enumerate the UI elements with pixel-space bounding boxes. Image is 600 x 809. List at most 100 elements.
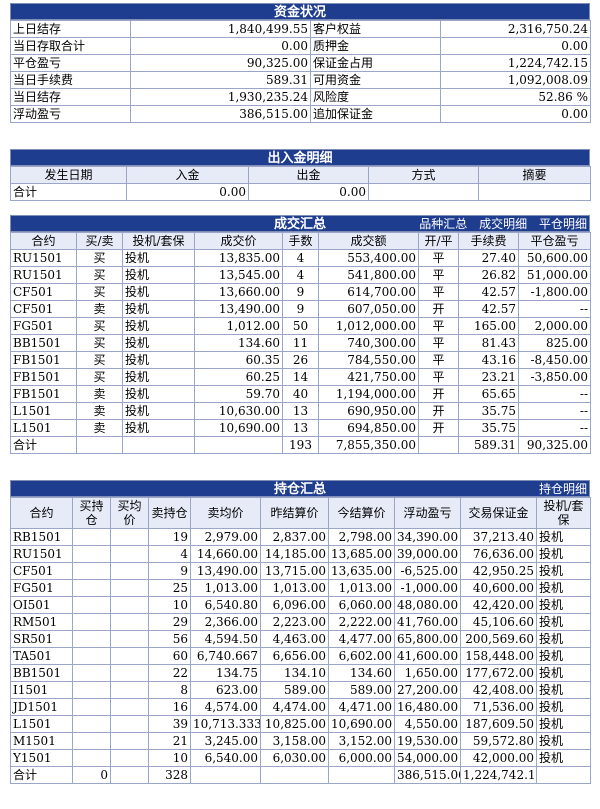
position-sell-avg: 4,574.00 (190, 698, 261, 716)
position-prev-settle: 4,474.00 (260, 698, 329, 716)
trade-spec-hedge: 投机 (122, 249, 195, 267)
trades-header-row: 合约 买/卖 投机/套保 成交价 手数 成交额 开/平 手续费 平仓盈亏 (10, 232, 591, 250)
fund-label-left: 当日手续费 (10, 71, 131, 89)
fund-value-right: 2,316,750.24 (440, 20, 591, 38)
trade-side: 买 (76, 351, 123, 369)
position-sell-qty: 21 (148, 732, 191, 750)
trade-close-pnl: 2,000.00 (518, 317, 591, 335)
total-method (368, 183, 479, 201)
trade-spec-hedge: 投机 (122, 300, 195, 318)
trade-contract: FB1501 (10, 351, 77, 369)
trade-fee: 35.75 (458, 419, 519, 437)
position-today-settle: 3,152.00 (328, 732, 395, 750)
trade-row: RU1501 买投机 13,835.00 4 553,400.00 平 27.40 50,60… (10, 249, 591, 267)
trades-total-lots: 193 (282, 436, 319, 454)
positions-table: 合约 买持 仓买均 价卖持仓 卖均价 昨结算价 今结算价 浮动盈亏 交易保证金 投机/套 保 R… (10, 497, 591, 784)
position-prev-settle: 3,158.00 (260, 732, 329, 750)
position-float-pnl: -1,000.00 (394, 579, 461, 597)
position-buy-avg (110, 749, 149, 767)
trade-fee: 27.40 (458, 249, 519, 267)
position-buy-qty (72, 528, 111, 546)
fund-value-right: 0.00 (440, 37, 591, 55)
trade-row: FG501 买投机 1,012.00 50 1,012,000.00 平 165.00 2,0… (10, 317, 591, 335)
position-row: JD1501 16 4,574.00 4,474.00 4,471.00 16,480.0… (10, 698, 591, 716)
trade-close-pnl: -- (518, 300, 591, 318)
trade-fee: 43.16 (458, 351, 519, 369)
trade-amount: 421,750.00 (318, 368, 419, 386)
trades-col-fee: 手续费 (458, 232, 519, 250)
deposit-title: 出入金明细 (267, 151, 333, 166)
trades-total-contract: 合计 (10, 436, 77, 454)
link-product-summary[interactable]: 品种汇总 (419, 217, 468, 231)
trades-total-price (194, 436, 283, 454)
fund-row: 当日存取合计 0.00 质押金 0.00 (10, 37, 591, 55)
trade-amount: 553,400.00 (318, 249, 419, 267)
positions-header-row: 合约 买持 仓买均 价卖持仓 卖均价 昨结算价 今结算价 浮动盈亏 交易保证金 投机/套 保 (10, 497, 591, 529)
fund-value-right: 52.86 % (440, 88, 591, 106)
trade-price: 13,660.00 (194, 283, 283, 301)
positions-total-prev-settle (260, 766, 329, 784)
trade-amount: 784,550.00 (318, 351, 419, 369)
position-spec-hedge: 投机 (536, 681, 591, 699)
position-today-settle: 13,685.00 (328, 545, 395, 563)
positions-col-margin: 交易保证金 (460, 497, 537, 529)
trade-close-pnl: -- (518, 402, 591, 420)
position-margin: 158,448.00 (460, 647, 537, 665)
trade-close-pnl: -8,450.00 (518, 351, 591, 369)
position-buy-avg (110, 562, 149, 580)
trade-lots: 13 (282, 419, 319, 437)
trade-contract: L1501 (10, 402, 77, 420)
position-prev-settle: 6,656.00 (260, 647, 329, 665)
position-spec-hedge: 投机 (536, 579, 591, 597)
position-sell-qty: 22 (148, 664, 191, 682)
fund-status-title: 资金状况 (273, 5, 326, 20)
position-float-pnl: 41,600.00 (394, 647, 461, 665)
positions-col-sell-qty: 卖持仓 (148, 497, 191, 529)
position-margin: 59,572.80 (460, 732, 537, 750)
positions-col-float-pnl: 浮动盈亏 (394, 497, 461, 529)
positions-col-today-settle: 今结算价 (328, 497, 395, 529)
position-margin: 42,000.00 (460, 749, 537, 767)
trade-contract: RU1501 (10, 266, 77, 284)
fund-row: 上日结存 1,840,499.55 客户权益 2,316,750.24 (10, 20, 591, 38)
position-buy-qty (72, 613, 111, 631)
fund-label-right: 客户权益 (310, 20, 441, 38)
trade-close-pnl: 50,600.00 (518, 249, 591, 267)
link-position-detail[interactable]: 持仓明细 (538, 482, 587, 496)
trade-fee: 81.43 (458, 334, 519, 352)
fund-label-left: 上日结存 (10, 20, 131, 38)
trade-open-close: 开 (418, 419, 459, 437)
trade-lots: 4 (282, 266, 319, 284)
positions-col-prev-settle: 昨结算价 (260, 497, 329, 529)
trade-fee: 42.57 (458, 300, 519, 318)
trades-table: 合约 买/卖 投机/套保 成交价 手数 成交额 开/平 手续费 平仓盈亏 RU1501 买投机 13,… (10, 232, 591, 454)
trades-total-side (76, 436, 123, 454)
position-today-settle: 10,690.00 (328, 715, 395, 733)
position-row: M1501 21 3,245.00 3,158.00 3,152.00 19,530.00… (10, 732, 591, 750)
link-close-detail[interactable]: 平仓明细 (538, 217, 587, 231)
col-out: 出金 (248, 166, 369, 184)
trade-price: 10,630.00 (194, 402, 283, 420)
trade-fee: 165.00 (458, 317, 519, 335)
positions-section: 持仓汇总 持仓明细 合约 买持 仓买均 价卖持仓 卖均价 昨结算价 今结算价 浮动盈亏 交易… (10, 480, 591, 784)
trade-spec-hedge: 投机 (122, 385, 195, 403)
col-date: 发生日期 (10, 166, 127, 184)
position-contract: OI501 (10, 596, 73, 614)
position-today-settle: 2,798.00 (328, 528, 395, 546)
positions-total-today-settle (328, 766, 395, 784)
trade-row: L1501 卖投机 10,690.00 13 694,850.00 开 35.75 -- (10, 419, 591, 437)
trade-amount: 690,950.00 (318, 402, 419, 420)
trade-fee: 23.21 (458, 368, 519, 386)
trades-col-price: 成交价 (194, 232, 283, 250)
position-sell-qty: 10 (148, 596, 191, 614)
position-buy-qty (72, 647, 111, 665)
trade-price: 1,012.00 (194, 317, 283, 335)
trade-side: 卖 (76, 402, 123, 420)
position-today-settle: 13,635.00 (328, 562, 395, 580)
position-sell-avg: 6,540.00 (190, 749, 261, 767)
positions-total-margin: 1,224,742.15 (460, 766, 537, 784)
link-trade-detail[interactable]: 成交明细 (479, 217, 528, 231)
position-contract: RU1501 (10, 545, 73, 563)
position-sell-avg: 4,594.50 (190, 630, 261, 648)
total-in: 0.00 (126, 183, 249, 201)
